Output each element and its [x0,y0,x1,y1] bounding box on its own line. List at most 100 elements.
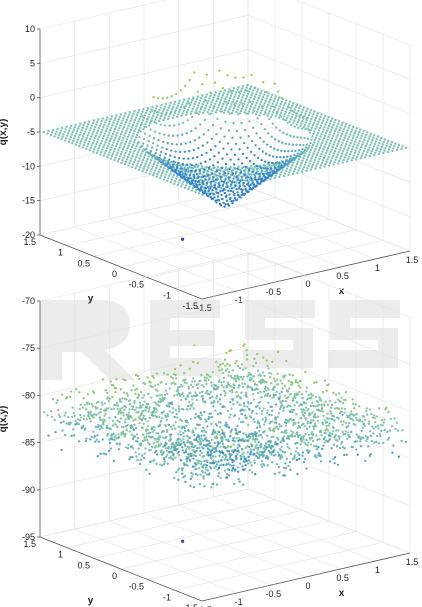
data-point [111,395,114,399]
data-point [249,448,252,451]
data-point [124,132,127,135]
data-point [181,446,184,449]
data-point [146,376,149,379]
data-point [262,104,265,107]
data-point [228,455,232,459]
data-point [243,111,246,114]
data-point [312,121,316,124]
data-point [262,407,265,410]
data-point [252,398,256,401]
data-point [138,135,141,139]
data-point [191,380,194,383]
data-point [235,91,238,94]
data-point [271,122,274,125]
data-point [163,458,166,461]
data-point [108,416,111,420]
data-point [237,181,241,185]
data-point [106,116,109,119]
data-point [248,160,252,163]
data-point [207,439,211,443]
data-point [358,405,361,408]
data-point [136,162,139,165]
data-point [355,433,358,436]
data-point [388,145,392,149]
x-tick-label: 0 [305,279,310,289]
data-point [248,188,251,191]
data-point [276,415,279,419]
data-point [231,136,234,139]
data-point [333,149,337,153]
data-point [277,383,280,386]
data-point [233,180,236,184]
data-point [272,100,275,103]
data-point [302,106,305,109]
data-point [76,129,79,133]
data-point [205,376,208,379]
data-point [250,411,254,414]
data-point [244,367,247,370]
data-point [216,468,219,471]
data-point [191,156,194,160]
data-point [132,428,136,432]
data-point [101,117,104,120]
data-point [260,396,263,399]
data-point [380,136,383,140]
data-point [209,103,212,106]
data-point [368,155,371,158]
data-point [299,124,302,128]
data-point [222,91,226,95]
data-point [105,424,109,427]
data-point [131,408,134,411]
data-point [331,154,335,157]
data-point [242,451,245,454]
z-tick-label: 0 [30,93,35,103]
data-point [200,165,204,168]
data-point [260,453,263,456]
data-point [141,110,144,113]
data-point [247,455,250,458]
data-point [138,417,142,420]
data-point [228,112,232,115]
data-point [236,194,240,197]
data-point [164,382,168,386]
data-point [213,196,216,199]
data-point [364,435,367,438]
data-point [158,108,161,112]
data-point [119,113,123,116]
data-point [190,110,193,113]
data-point [214,145,217,148]
data-point [285,159,288,163]
data-point [232,402,235,406]
data-point [325,389,328,392]
data-point [292,397,295,400]
data-point [300,393,304,396]
data-point [379,423,382,427]
data-point [92,430,95,433]
data-point [226,362,229,366]
data-point [175,389,178,393]
data-point [324,151,328,155]
data-point [242,165,245,169]
data-point [217,174,220,177]
data-point [149,170,152,173]
data-point [186,441,189,444]
data-point [289,134,292,137]
data-point [134,156,138,159]
data-point [384,147,387,150]
data-point [185,113,188,116]
data-point [86,134,89,137]
data-point [263,102,266,105]
data-point [313,119,317,122]
data-point [246,92,250,96]
data-point [248,378,252,381]
data-point [302,117,305,120]
data-point [273,108,276,112]
data-point [185,419,188,423]
data-point [217,430,221,434]
data-point [287,379,290,383]
data-point [203,168,206,171]
data-point [96,149,99,152]
data-point [300,127,304,130]
data-point [141,416,145,420]
data-point [245,176,248,179]
